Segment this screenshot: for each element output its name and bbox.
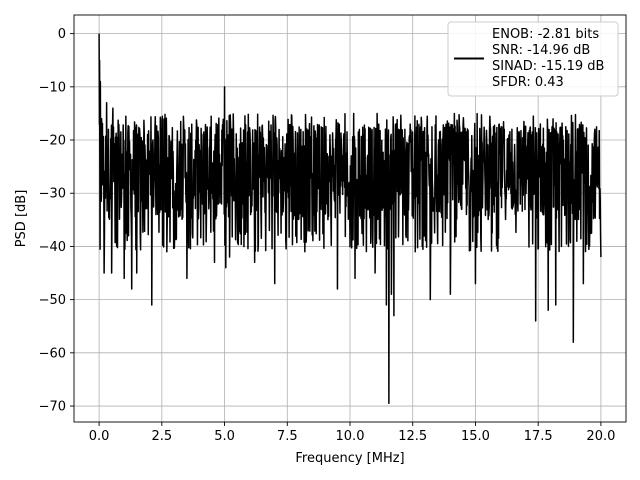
x-tick-label: 12.5 (398, 429, 427, 444)
y-tick-label: −50 (39, 293, 66, 308)
x-tick-label: 5.0 (214, 429, 235, 444)
x-axis-label: Frequency [MHz] (295, 451, 404, 466)
legend-entry-enob: ENOB: -2.81 bits (492, 27, 599, 42)
y-tick-label: −60 (39, 346, 66, 361)
legend-entry-sinad: SINAD: -15.19 dB (492, 59, 604, 74)
y-tick-label: −30 (39, 187, 66, 202)
data-layer (98, 33, 602, 405)
tick-layer: 0.0 2.5 5.0 7.5 10.0 12.5 15.0 17.5 20.0 0 −10 −20 −… (39, 27, 616, 444)
y-tick-label: −20 (39, 134, 66, 149)
x-tick-label: 7.5 (277, 429, 298, 444)
y-tick-label: −40 (39, 240, 66, 255)
x-tick-label: 17.5 (524, 429, 553, 444)
legend-box (447, 21, 619, 97)
y-axis-label: PSD [dB] (14, 190, 29, 248)
x-tick-label: 10.0 (336, 429, 365, 444)
x-tick-label: 2.5 (151, 429, 172, 444)
x-tick-label: 15.0 (461, 429, 490, 444)
x-tick-label: 20.0 (586, 429, 615, 444)
y-tick-label: −70 (39, 400, 66, 415)
psd-series-line (98, 33, 602, 405)
legend-entry-sfdr: SFDR: 0.43 (492, 75, 564, 90)
x-tick-label: 0.0 (89, 429, 110, 444)
legend: ENOB: -2.81 bits SNR: -14.96 dB SINAD: -… (447, 21, 619, 97)
legend-entry-snr: SNR: -14.96 dB (492, 43, 590, 58)
y-tick-label: −10 (39, 80, 66, 95)
y-tick-label: 0 (58, 27, 66, 42)
